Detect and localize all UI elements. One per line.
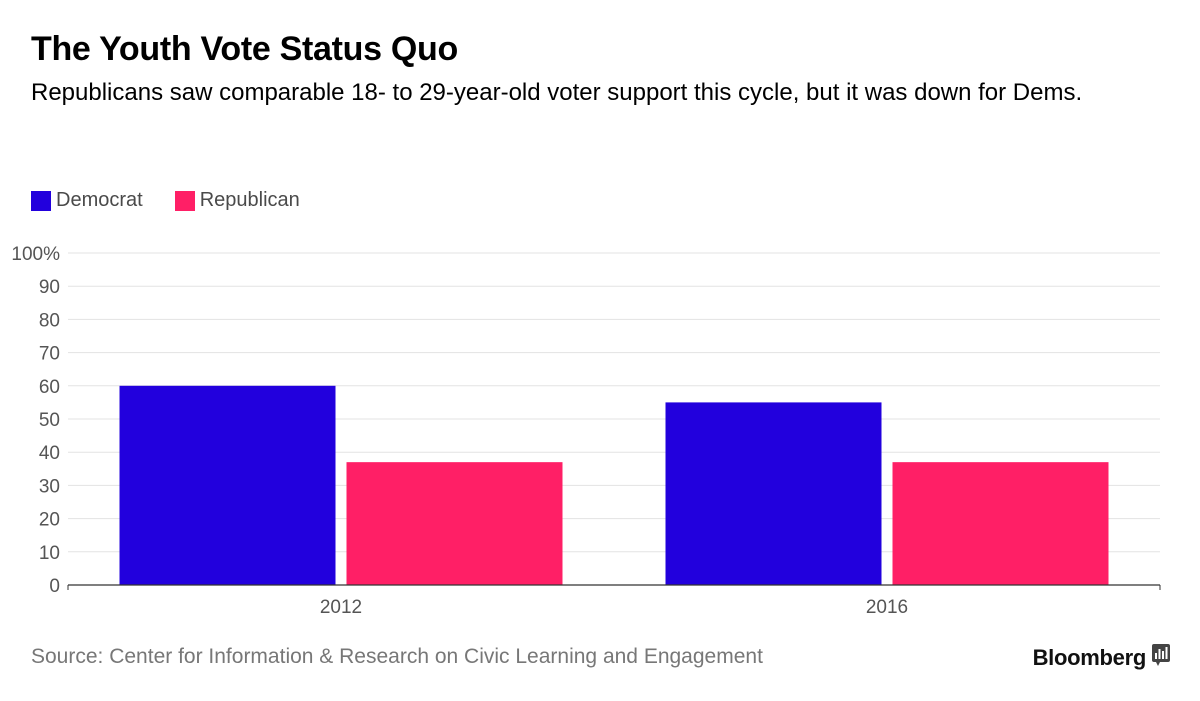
bar-democrat-2016	[665, 402, 882, 585]
x-tick-label: 2012	[320, 597, 362, 618]
y-tick-label: 30	[39, 476, 60, 497]
brand-name: Bloomberg	[1032, 645, 1147, 670]
legend: Democrat Republican	[31, 189, 332, 212]
bar-democrat-2012	[119, 385, 336, 585]
y-tick-label: 60	[39, 377, 60, 398]
y-tick-label: 90	[39, 277, 60, 298]
y-tick-label: 10	[39, 543, 60, 564]
x-tick-label: 2016	[866, 597, 908, 618]
legend-label-democrat: Democrat	[56, 189, 143, 211]
legend-item-republican: Republican	[174, 189, 300, 212]
y-tick-label: 80	[39, 310, 60, 331]
chart-subtitle: Republicans saw comparable 18- to 29-yea…	[31, 79, 1083, 106]
bar-chart: 0 10 20 30 40 50 60 70 80 90 100% 2012 2016	[11, 244, 1161, 618]
y-tick-label: 100%	[11, 244, 60, 265]
legend-item-democrat: Democrat	[31, 189, 143, 212]
legend-swatch-republican	[174, 190, 195, 211]
y-tick-label: 40	[39, 443, 60, 464]
legend-swatch-democrat	[31, 190, 51, 211]
y-tick-label: 70	[39, 344, 60, 365]
bar-chart-icon	[1152, 644, 1170, 672]
bar-republican-2012	[346, 462, 563, 585]
source-note: Source: Center for Information & Researc…	[31, 645, 763, 668]
chart-title: The Youth Vote Status Quo	[31, 30, 458, 68]
y-tick-label: 50	[39, 410, 60, 431]
bar-republican-2016	[892, 462, 1109, 585]
y-tick-label: 0	[49, 576, 60, 597]
legend-label-republican: Republican	[199, 189, 300, 211]
y-tick-label: 20	[39, 510, 60, 531]
bloomberg-logo: Bloomberg	[1033, 644, 1170, 672]
